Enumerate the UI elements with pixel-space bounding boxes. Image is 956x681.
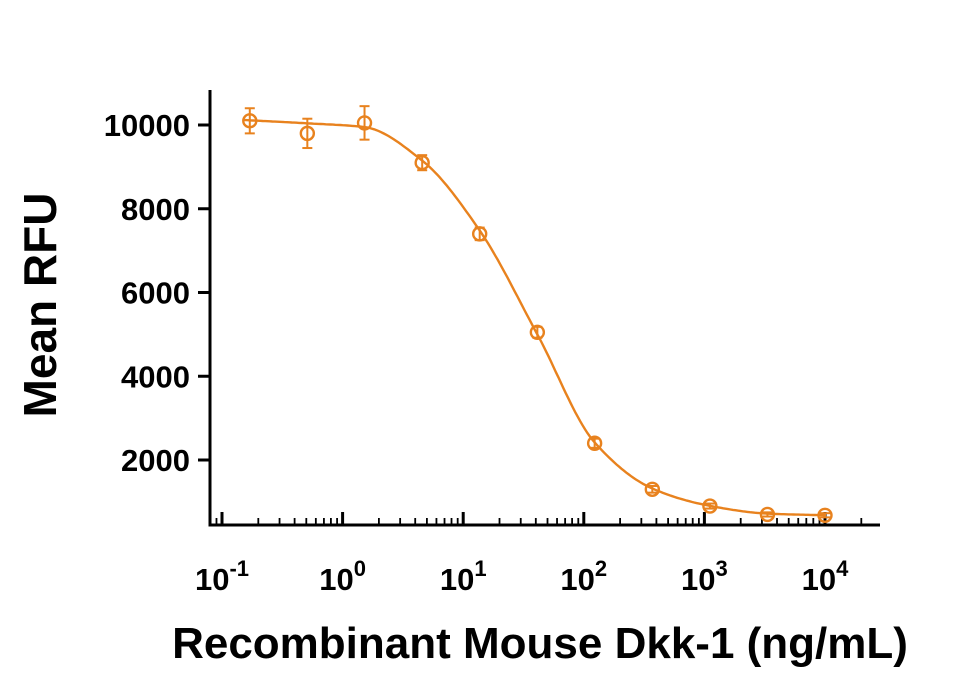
fit-curve [243, 118, 826, 517]
data-point-marker [356, 115, 373, 131]
y-axis-title: Mean RFU [14, 192, 66, 418]
x-tick-label: 10-1 [195, 556, 249, 597]
data-point-marker [817, 507, 833, 523]
data-point-marker [702, 498, 718, 514]
x-axis-title: Recombinant Mouse Dkk-1 (ng/mL) [172, 619, 908, 668]
x-tick-label: 104 [802, 556, 849, 597]
y-tick-label: 8000 [121, 192, 190, 227]
data-point-marker [586, 435, 603, 451]
data-point-marker [644, 481, 661, 498]
y-tick-label: 4000 [121, 359, 190, 394]
data-point-marker [299, 125, 316, 142]
x-tick-label: 100 [319, 556, 366, 597]
data-point-marker [242, 113, 258, 129]
data-point-marker [414, 154, 430, 171]
y-tick-label: 2000 [121, 443, 190, 478]
y-tick-label: 10000 [104, 108, 190, 143]
x-tick-label: 103 [681, 556, 728, 597]
data-point-marker [471, 226, 488, 242]
data-point-marker [529, 324, 546, 340]
y-tick-label: 6000 [121, 276, 190, 311]
data-point-marker [759, 506, 776, 523]
axis-line [208, 90, 880, 527]
x-tick-label: 101 [440, 556, 487, 597]
x-tick-label: 102 [560, 556, 607, 597]
